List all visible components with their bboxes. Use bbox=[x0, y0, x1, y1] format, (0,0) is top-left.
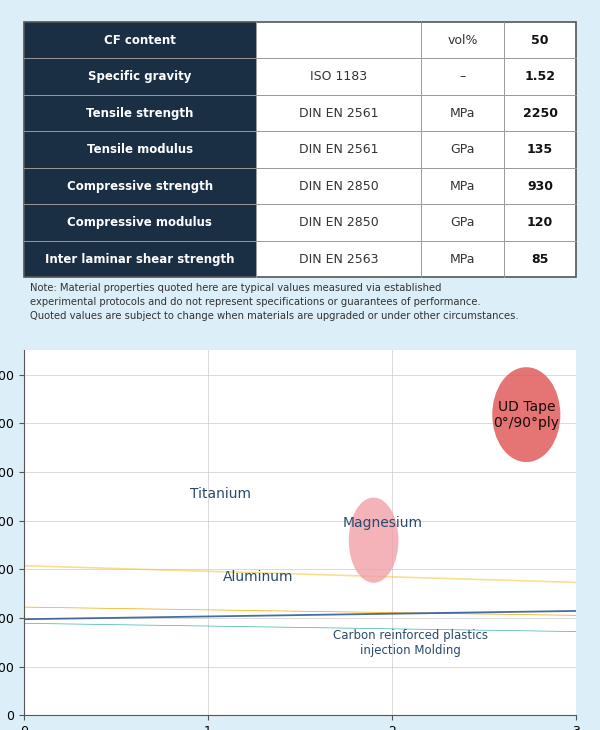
Text: Titanium: Titanium bbox=[190, 487, 251, 501]
Text: –: – bbox=[460, 70, 466, 83]
FancyBboxPatch shape bbox=[24, 95, 256, 131]
FancyBboxPatch shape bbox=[421, 241, 504, 277]
Text: Carbon reinforced plastics
injection Molding: Carbon reinforced plastics injection Mol… bbox=[333, 629, 488, 658]
Ellipse shape bbox=[492, 367, 560, 462]
Text: 85: 85 bbox=[532, 253, 549, 266]
FancyBboxPatch shape bbox=[504, 22, 576, 58]
FancyBboxPatch shape bbox=[421, 58, 504, 95]
FancyBboxPatch shape bbox=[256, 168, 421, 204]
Text: 120: 120 bbox=[527, 216, 553, 229]
Ellipse shape bbox=[0, 563, 600, 658]
Text: CF content: CF content bbox=[104, 34, 176, 47]
Text: MPa: MPa bbox=[450, 107, 476, 120]
Text: GPa: GPa bbox=[451, 143, 475, 156]
Text: Compressive modulus: Compressive modulus bbox=[67, 216, 212, 229]
FancyBboxPatch shape bbox=[421, 95, 504, 131]
FancyBboxPatch shape bbox=[24, 131, 256, 168]
FancyBboxPatch shape bbox=[24, 204, 256, 241]
Text: GPa: GPa bbox=[451, 216, 475, 229]
Text: Steel: Steel bbox=[145, 594, 179, 608]
Text: Specific gravity: Specific gravity bbox=[88, 70, 191, 83]
Text: Compressive strength: Compressive strength bbox=[67, 180, 213, 193]
FancyBboxPatch shape bbox=[24, 168, 256, 204]
FancyBboxPatch shape bbox=[421, 22, 504, 58]
Text: vol%: vol% bbox=[448, 34, 478, 47]
Text: ISO 1183: ISO 1183 bbox=[310, 70, 367, 83]
Ellipse shape bbox=[0, 485, 600, 659]
Text: Magnesium: Magnesium bbox=[343, 516, 422, 530]
Text: 50: 50 bbox=[532, 34, 549, 47]
FancyBboxPatch shape bbox=[256, 204, 421, 241]
Text: DIN EN 2561: DIN EN 2561 bbox=[299, 107, 379, 120]
FancyBboxPatch shape bbox=[504, 95, 576, 131]
Text: UD Tape
0°/90°ply: UD Tape 0°/90°ply bbox=[493, 399, 559, 430]
Ellipse shape bbox=[0, 563, 600, 688]
Text: 1.52: 1.52 bbox=[524, 70, 556, 83]
FancyBboxPatch shape bbox=[504, 131, 576, 168]
Text: Tensile strength: Tensile strength bbox=[86, 107, 194, 120]
FancyBboxPatch shape bbox=[24, 241, 256, 277]
FancyBboxPatch shape bbox=[504, 241, 576, 277]
Text: DIN EN 2850: DIN EN 2850 bbox=[299, 180, 379, 193]
FancyBboxPatch shape bbox=[421, 168, 504, 204]
FancyBboxPatch shape bbox=[504, 168, 576, 204]
Text: Inter laminar shear strength: Inter laminar shear strength bbox=[45, 253, 235, 266]
Text: 2250: 2250 bbox=[523, 107, 557, 120]
FancyBboxPatch shape bbox=[504, 204, 576, 241]
Text: DIN EN 2563: DIN EN 2563 bbox=[299, 253, 379, 266]
FancyBboxPatch shape bbox=[256, 95, 421, 131]
Text: MPa: MPa bbox=[450, 180, 476, 193]
Text: Aluminum: Aluminum bbox=[223, 569, 293, 584]
Text: 135: 135 bbox=[527, 143, 553, 156]
FancyBboxPatch shape bbox=[256, 58, 421, 95]
Text: DIN EN 2850: DIN EN 2850 bbox=[299, 216, 379, 229]
FancyBboxPatch shape bbox=[24, 22, 256, 58]
Text: Tensile modulus: Tensile modulus bbox=[87, 143, 193, 156]
FancyBboxPatch shape bbox=[256, 22, 421, 58]
Ellipse shape bbox=[349, 498, 398, 583]
FancyBboxPatch shape bbox=[421, 131, 504, 168]
FancyBboxPatch shape bbox=[256, 131, 421, 168]
FancyBboxPatch shape bbox=[24, 58, 256, 95]
Text: MPa: MPa bbox=[450, 253, 476, 266]
FancyBboxPatch shape bbox=[504, 58, 576, 95]
Text: 930: 930 bbox=[527, 180, 553, 193]
Text: DIN EN 2561: DIN EN 2561 bbox=[299, 143, 379, 156]
Ellipse shape bbox=[0, 574, 600, 653]
FancyBboxPatch shape bbox=[256, 241, 421, 277]
Text: Note: Material properties quoted here are typical values measured via establishe: Note: Material properties quoted here ar… bbox=[29, 283, 518, 321]
FancyBboxPatch shape bbox=[421, 204, 504, 241]
